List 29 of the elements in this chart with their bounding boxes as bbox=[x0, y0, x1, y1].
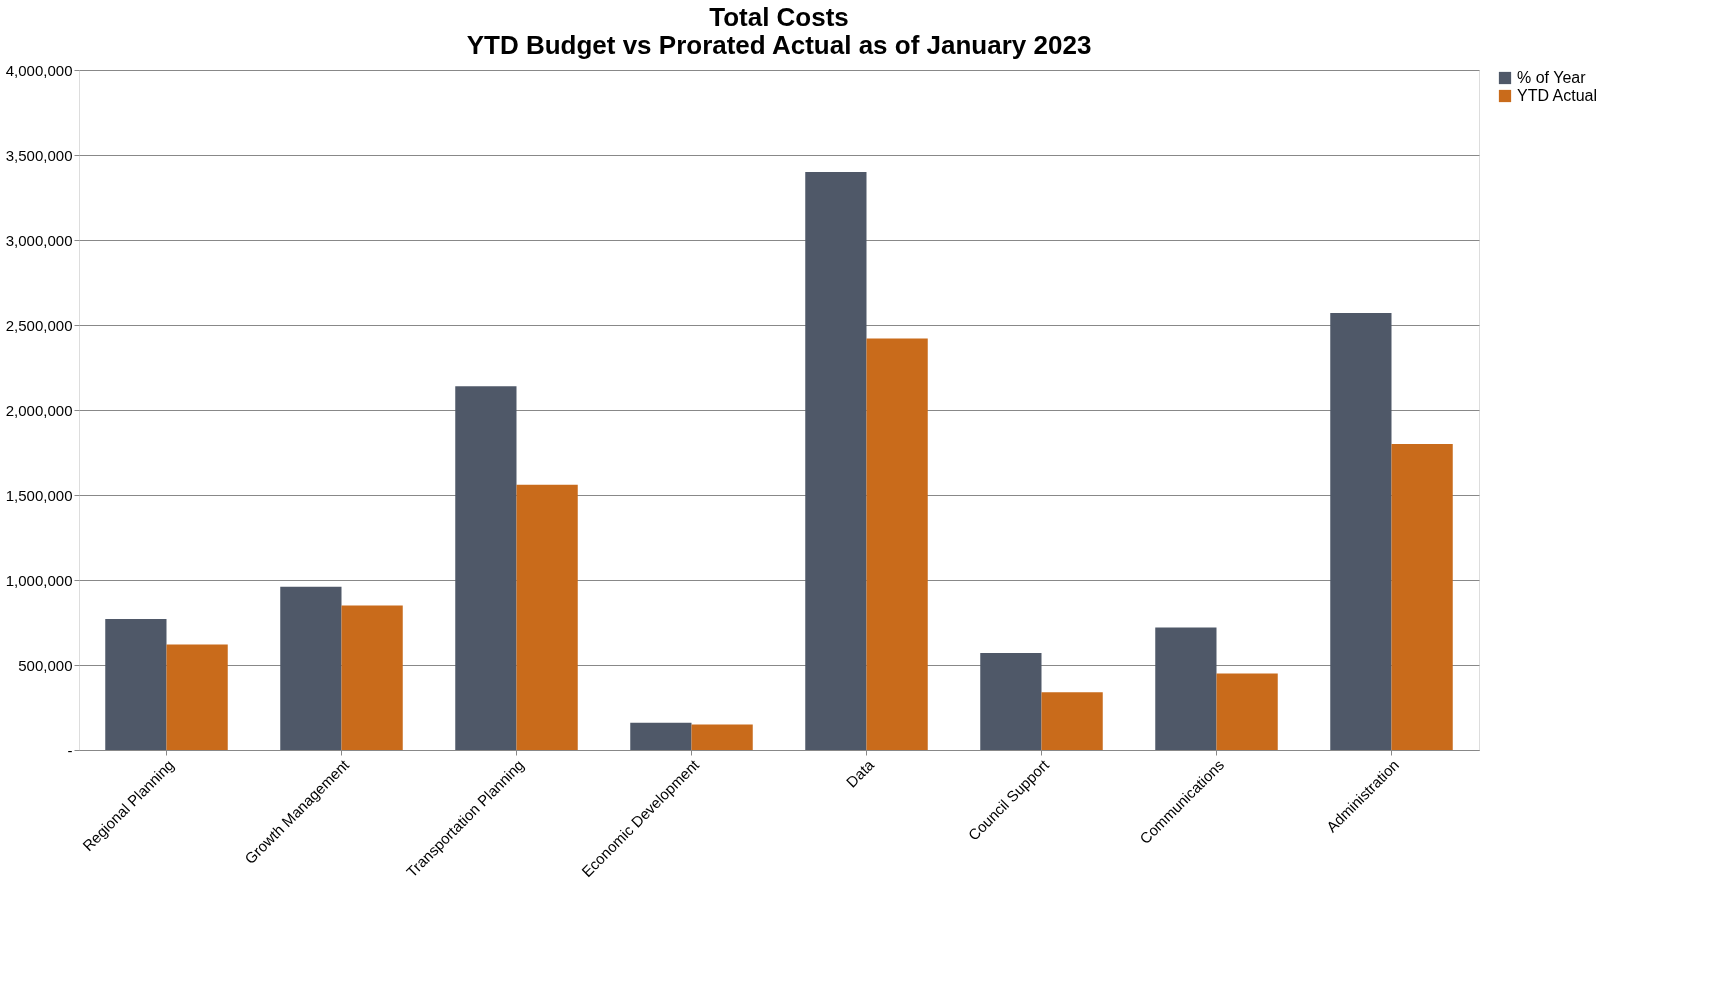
bar bbox=[166, 644, 228, 750]
y-tick-label: 3,500,000 bbox=[5, 146, 73, 164]
legend-label: YTD Actual bbox=[1517, 87, 1598, 104]
text: YTD Budget vs Prorated Actual as of January 2023 bbox=[466, 30, 1092, 60]
y-tick-label: 1,000,000 bbox=[5, 571, 73, 589]
bar bbox=[105, 619, 167, 750]
bar bbox=[1216, 673, 1278, 750]
y-tick-label: 500,000 bbox=[18, 656, 73, 674]
y-tick-label: 1,500,000 bbox=[5, 486, 73, 504]
bar bbox=[980, 653, 1042, 750]
bar bbox=[866, 338, 928, 750]
bar bbox=[1155, 627, 1217, 750]
y-tick-label: 2,000,000 bbox=[5, 401, 73, 419]
bar bbox=[805, 172, 867, 750]
bar bbox=[516, 484, 578, 750]
bar bbox=[691, 724, 753, 750]
bar bbox=[455, 386, 517, 750]
y-tick-label: 4,000,000 bbox=[5, 61, 73, 79]
y-tick-label: 2,500,000 bbox=[5, 316, 73, 334]
bar bbox=[341, 605, 403, 750]
bar bbox=[630, 722, 692, 750]
text: Total Costs bbox=[709, 2, 849, 32]
legend-label: % of Year bbox=[1517, 69, 1587, 86]
bar bbox=[1391, 444, 1453, 750]
bar bbox=[280, 586, 342, 750]
bar bbox=[1041, 692, 1103, 750]
y-tick-label: - bbox=[67, 741, 73, 759]
y-tick-label: 3,000,000 bbox=[5, 231, 73, 249]
bar bbox=[1330, 313, 1392, 750]
